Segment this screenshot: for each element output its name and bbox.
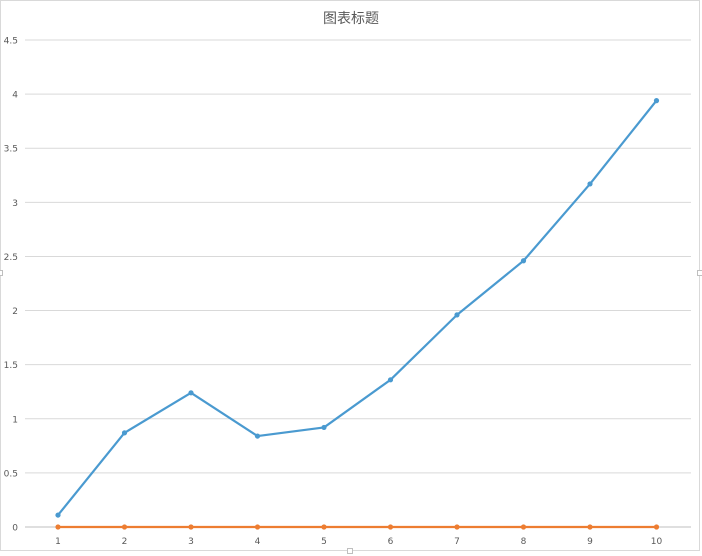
series-2-point bbox=[520, 524, 527, 530]
series-2-point bbox=[587, 524, 593, 530]
series-1-point bbox=[520, 258, 527, 264]
resize-handle-right[interactable] bbox=[697, 270, 702, 276]
series-1-point bbox=[121, 430, 128, 436]
x-tick-label: 4 bbox=[255, 537, 261, 547]
series-1-point bbox=[321, 424, 327, 431]
x-tick-label: 7 bbox=[454, 537, 460, 547]
x-tick-label: 8 bbox=[521, 537, 527, 547]
x-tick-label: 1 bbox=[55, 537, 61, 547]
series-2-point bbox=[387, 524, 394, 530]
y-tick-label: 1.5 bbox=[4, 361, 18, 371]
x-tick-label: 3 bbox=[188, 537, 194, 547]
series-1-point bbox=[587, 181, 593, 187]
y-tick-label: 3.5 bbox=[4, 145, 18, 155]
series-2-point bbox=[55, 524, 61, 530]
series-2-point bbox=[188, 524, 194, 530]
y-tick-label: 2 bbox=[12, 307, 18, 317]
x-tick-label: 10 bbox=[651, 537, 663, 547]
series-1-point bbox=[387, 377, 394, 383]
x-tick-label: 2 bbox=[122, 537, 128, 547]
y-tick-label: 1 bbox=[12, 415, 18, 425]
series-1-point bbox=[254, 433, 261, 439]
chart-title: 图表标题 bbox=[323, 11, 379, 27]
y-axis-tick-labels: 0 0.5 1 1.5 2 2.5 3 3.5 4 4.5 bbox=[4, 37, 19, 534]
y-tick-label: 4.5 bbox=[4, 37, 18, 47]
y-tick-label: 4 bbox=[12, 91, 18, 101]
y-tick-label: 0 bbox=[12, 524, 18, 534]
series-2-point bbox=[653, 524, 660, 530]
series-2-point bbox=[454, 524, 460, 530]
y-tick-label: 2.5 bbox=[4, 253, 18, 263]
y-tick-label: 0.5 bbox=[4, 469, 18, 479]
gridlines bbox=[25, 39, 691, 528]
series-2-point bbox=[121, 524, 128, 530]
series-1-point bbox=[188, 390, 194, 396]
series-2-point bbox=[321, 524, 327, 530]
series-2-point bbox=[254, 524, 261, 530]
x-tick-label: 9 bbox=[587, 537, 593, 547]
resize-handle-left[interactable] bbox=[0, 270, 3, 276]
series-1-point bbox=[454, 312, 460, 318]
x-tick-label: 6 bbox=[388, 537, 394, 547]
y-tick-label: 3 bbox=[12, 199, 18, 209]
series-1-line bbox=[56, 99, 658, 517]
x-tick-label: 5 bbox=[321, 537, 327, 547]
series-1-point bbox=[55, 512, 61, 518]
series-lines bbox=[55, 98, 660, 530]
series-1-point bbox=[653, 98, 660, 104]
resize-handle-bottom[interactable] bbox=[347, 548, 353, 554]
x-axis-tick-labels: 1 2 3 4 5 6 7 8 9 10 bbox=[55, 537, 662, 547]
